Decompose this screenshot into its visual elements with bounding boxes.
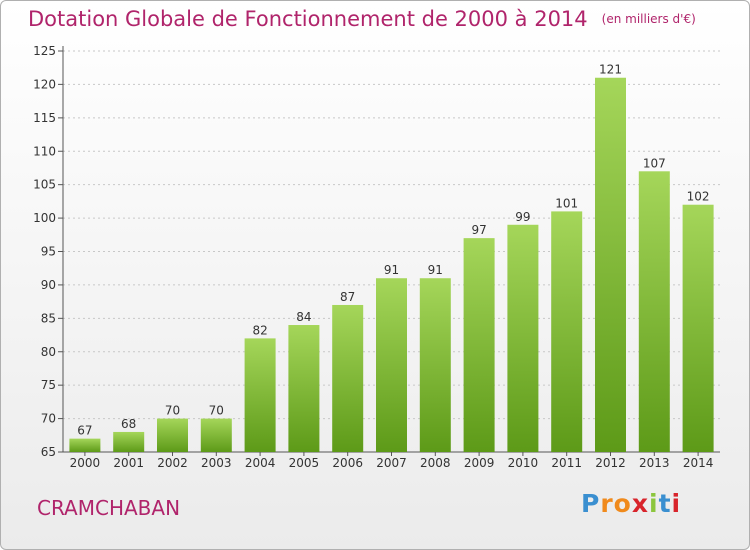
bar	[551, 211, 583, 452]
data-label: 99	[515, 210, 530, 224]
logo-letter: i	[649, 489, 659, 518]
y-tick-label: 115	[33, 111, 56, 125]
y-tick-label: 100	[33, 211, 56, 225]
bar	[507, 224, 539, 452]
x-tick-label: 2005	[289, 456, 320, 470]
bar	[376, 278, 407, 452]
chart-title-text: Dotation Globale de Fonctionnement de 20…	[28, 7, 588, 31]
bar	[595, 77, 626, 452]
bar	[69, 438, 101, 452]
x-tick-label: 2006	[332, 456, 363, 470]
data-label: 70	[165, 404, 180, 418]
data-label: 84	[296, 310, 311, 324]
data-label: 107	[643, 156, 666, 170]
bar	[638, 171, 670, 453]
x-tick-label: 2004	[245, 456, 276, 470]
data-label: 87	[340, 290, 355, 304]
x-tick-label: 2012	[595, 456, 626, 470]
bar	[113, 431, 145, 452]
bar	[157, 418, 188, 452]
bar	[463, 238, 495, 452]
y-tick-label: 120	[33, 77, 56, 91]
commune-name: CRAMCHABAN	[37, 496, 181, 520]
y-tick-label: 125	[33, 44, 56, 58]
x-tick-label: 2003	[201, 456, 232, 470]
y-tick-label: 65	[41, 445, 56, 459]
chart-subtitle: (en milliers d'€)	[601, 12, 696, 26]
bar	[332, 304, 364, 452]
x-tick-label: 2000	[70, 456, 101, 470]
data-label: 102	[687, 190, 710, 204]
data-label: 67	[77, 424, 92, 438]
logo-letter: P	[581, 489, 601, 518]
x-tick-label: 2010	[508, 456, 539, 470]
proxiti-logo: Proxiti	[581, 489, 681, 518]
y-tick-label: 110	[33, 144, 56, 158]
y-tick-label: 75	[41, 378, 56, 392]
y-tick-label: 70	[41, 412, 56, 426]
bar	[682, 204, 714, 452]
data-label: 82	[252, 323, 267, 337]
x-tick-label: 2002	[157, 456, 188, 470]
y-tick-label: 105	[33, 178, 56, 192]
bar	[419, 278, 451, 452]
data-label: 68	[121, 417, 136, 431]
data-label: 101	[555, 196, 578, 210]
logo-letter: r	[600, 489, 614, 518]
logo-letter: x	[631, 489, 649, 518]
bar	[288, 325, 320, 452]
x-tick-label: 2008	[420, 456, 451, 470]
logo-letter: i	[671, 489, 682, 518]
y-tick-label: 80	[41, 345, 56, 359]
x-tick-label: 2009	[464, 456, 495, 470]
x-tick-label: 2011	[551, 456, 582, 470]
data-label: 70	[209, 404, 224, 418]
data-label: 97	[471, 223, 486, 237]
bar	[200, 418, 232, 452]
y-tick-label: 90	[41, 278, 56, 292]
x-tick-label: 2013	[639, 456, 670, 470]
data-label: 91	[384, 263, 399, 277]
chart-title: Dotation Globale de Fonctionnement de 20…	[28, 7, 696, 31]
x-tick-label: 2007	[376, 456, 407, 470]
x-tick-label: 2001	[113, 456, 144, 470]
data-label: 121	[599, 63, 622, 77]
logo-letter: t	[658, 489, 672, 518]
data-label: 91	[428, 263, 443, 277]
bar	[244, 338, 276, 452]
logo-letter: o	[613, 489, 632, 518]
y-tick-label: 85	[41, 311, 56, 325]
y-tick-label: 95	[41, 245, 56, 259]
x-tick-label: 2014	[683, 456, 714, 470]
